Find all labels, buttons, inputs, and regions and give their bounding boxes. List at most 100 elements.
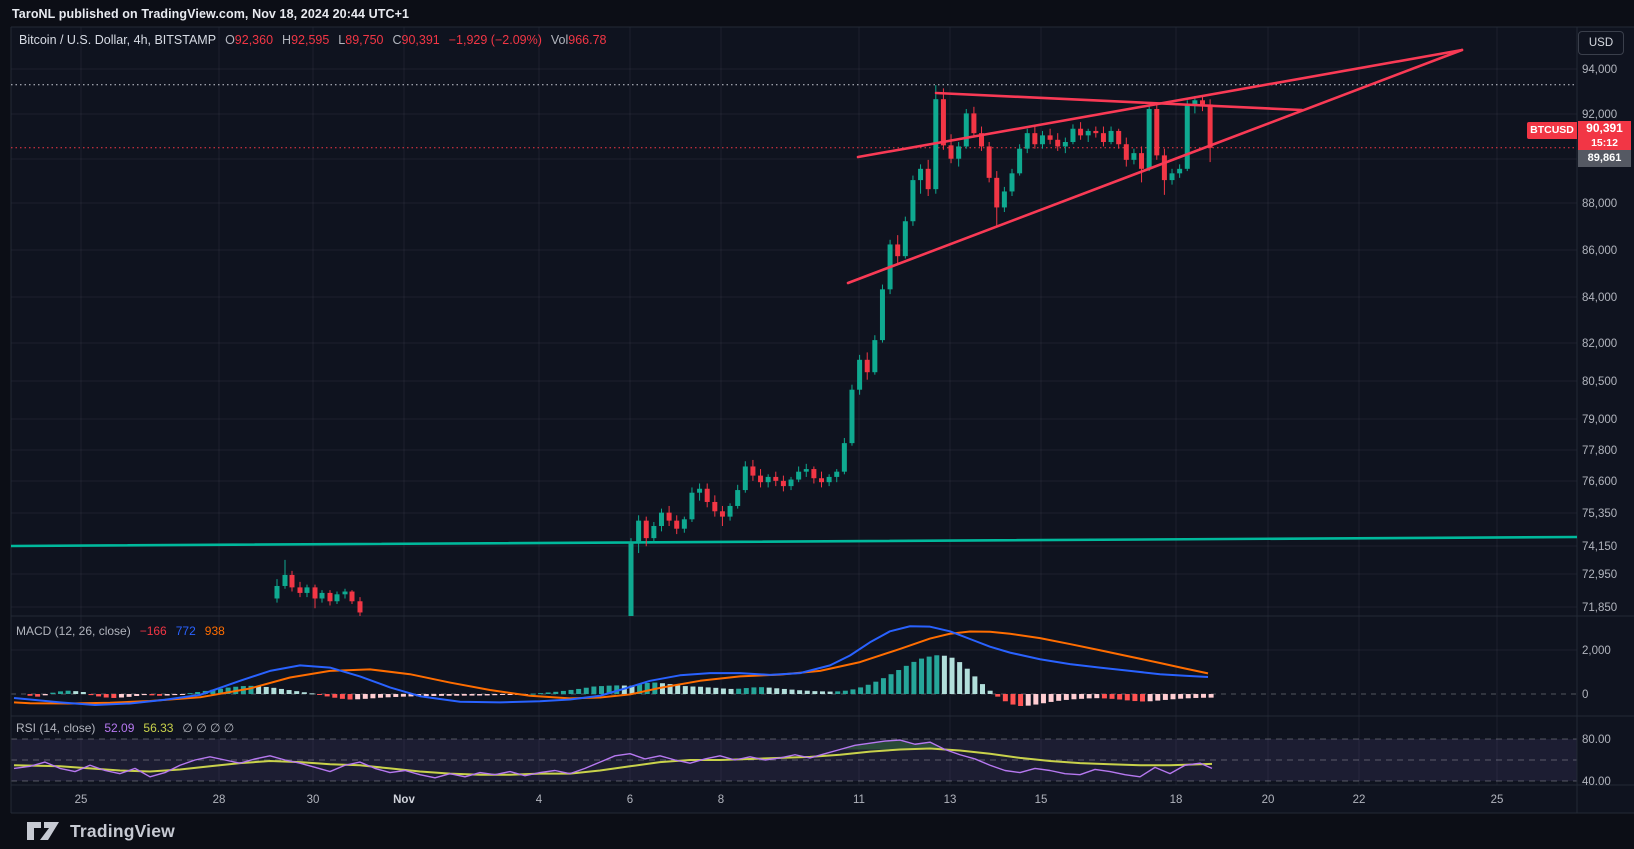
hist-bar — [797, 690, 803, 694]
hist-bar — [149, 694, 155, 696]
candle-body — [1123, 144, 1129, 160]
close-value: 90,391 — [401, 33, 440, 47]
hist-bar — [957, 662, 963, 694]
candle-body — [636, 520, 642, 543]
candle-body — [674, 520, 680, 529]
candle-body — [1093, 130, 1099, 134]
time-axis[interactable] — [11, 785, 1577, 813]
hist-bar — [507, 694, 513, 695]
candle-body — [349, 591, 355, 602]
candle-body — [834, 471, 840, 477]
candle-body — [628, 542, 634, 616]
candle-body — [910, 180, 916, 222]
time-tick-label: 18 — [1170, 794, 1183, 806]
macd-panel — [13, 625, 1214, 706]
hist-bar — [1063, 694, 1069, 700]
candle-body — [651, 526, 657, 539]
candle-body — [282, 574, 288, 586]
hist-bar — [431, 694, 437, 696]
candle-body — [1055, 139, 1061, 147]
hist-bar — [50, 692, 56, 694]
price-tick-label: 80,500 — [1582, 376, 1617, 388]
candle-body — [750, 466, 756, 476]
hist-bar — [644, 683, 650, 694]
candle-body — [1184, 104, 1190, 169]
candle-body — [971, 113, 977, 134]
candle-body — [765, 476, 771, 483]
candle-body — [1177, 168, 1183, 174]
candle-body — [297, 587, 303, 593]
hist-bar — [263, 686, 269, 694]
volume-value: 966.78 — [568, 33, 607, 47]
hist-bar — [903, 665, 909, 694]
price-tick-label: 75,350 — [1582, 508, 1617, 520]
hist-bar — [324, 694, 330, 697]
candle-body — [727, 505, 733, 517]
candle-body — [304, 587, 310, 593]
hist-bar — [446, 694, 452, 696]
hist-bar — [698, 686, 704, 694]
candle-body — [1146, 108, 1152, 169]
candle-body — [819, 478, 824, 483]
candle-body — [334, 594, 340, 602]
macd-title[interactable]: MACD (12, 26, close) — [16, 624, 131, 638]
rsi-title[interactable]: RSI (14, close) — [16, 721, 96, 735]
hist-bar — [599, 686, 604, 694]
hist-bar — [57, 691, 63, 694]
rsi-tick-label: 80.00 — [1582, 734, 1611, 746]
hist-bar — [980, 684, 985, 694]
publish-header: TaroNL published on TradingView.com, Nov… — [0, 0, 1634, 27]
candle-body — [704, 488, 710, 502]
currency-toggle-button[interactable]: USD — [1578, 31, 1624, 55]
candle-body — [312, 587, 318, 599]
hist-bar — [1079, 694, 1085, 699]
rsi-value: 52.09 — [104, 721, 135, 735]
candle-body — [1070, 128, 1076, 143]
hist-bar — [179, 694, 185, 695]
hist-bar — [141, 694, 147, 696]
local-resistance-drawing — [934, 91, 1304, 112]
hist-bar — [873, 681, 879, 694]
candle-body — [327, 592, 333, 602]
candle-body — [357, 601, 363, 613]
hist-bar — [781, 688, 787, 694]
candle-body — [925, 168, 931, 190]
hist-bar — [73, 691, 79, 694]
tradingview-attribution[interactable]: TradingView — [26, 818, 175, 844]
symbol-title[interactable]: Bitcoin / U.S. Dollar, 4h, BITSTAMP — [19, 33, 217, 47]
price-tick-label: 77,800 — [1582, 445, 1617, 457]
candle-body — [1100, 133, 1106, 143]
hist-bar — [271, 687, 277, 694]
hist-bar — [393, 694, 399, 697]
rsi-legend[interactable]: RSI (14, close) 52.09 56.33 ∅ ∅ ∅ ∅ — [16, 721, 234, 735]
hist-bar — [499, 694, 505, 695]
change-value: −1,929 (−2.09%) — [448, 33, 542, 47]
candle-body — [979, 133, 985, 147]
hist-bar — [484, 694, 490, 696]
hist-bar — [880, 678, 886, 694]
hist-bar — [911, 661, 917, 694]
hist-bar — [576, 688, 582, 694]
macd-legend[interactable]: MACD (12, 26, close) −166 772 938 — [16, 624, 225, 638]
hist-bar — [218, 688, 223, 694]
hist-bar — [1002, 694, 1008, 702]
hist-bar — [339, 694, 345, 699]
hist-bar — [1086, 694, 1092, 699]
macd-signal-line — [13, 630, 1209, 705]
hist-bar — [888, 674, 894, 694]
hist-bar — [35, 694, 41, 697]
hist-bar — [751, 687, 757, 694]
hist-bar — [96, 694, 102, 697]
hist-bar — [713, 687, 719, 694]
hist-bar — [690, 686, 696, 694]
candle-body — [963, 113, 969, 147]
hist-bar — [385, 694, 391, 698]
hist-bar — [637, 684, 643, 694]
time-tick-label: 15 — [1035, 794, 1048, 806]
price-axis[interactable] — [1577, 27, 1634, 785]
hist-bar — [1033, 694, 1039, 705]
close-label: C — [392, 33, 402, 47]
candle-body — [811, 469, 817, 479]
symbol-legend[interactable]: Bitcoin / U.S. Dollar, 4h, BITSTAMP O 92,… — [19, 33, 607, 47]
